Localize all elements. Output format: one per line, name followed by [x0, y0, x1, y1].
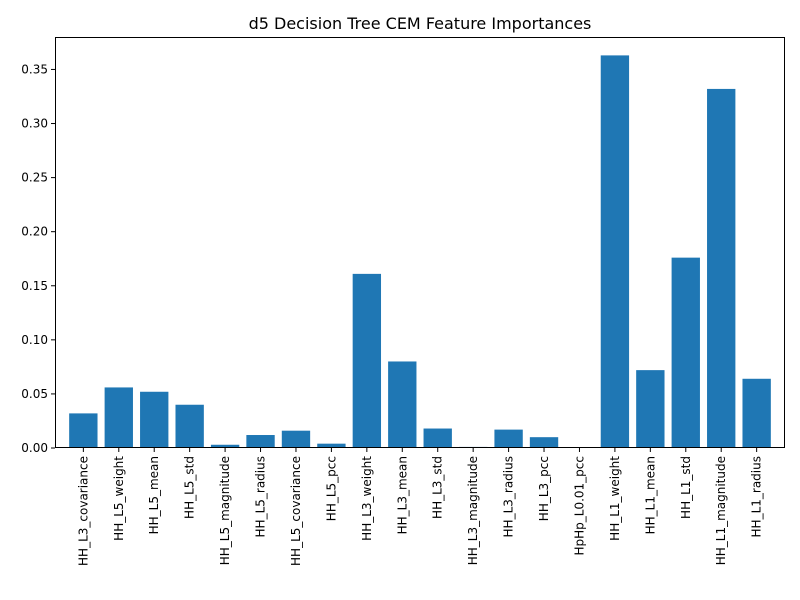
- bar-hh-l3-pcc: [529, 437, 559, 448]
- bar-hh-l1-radius: [742, 378, 771, 448]
- bar-hh-l1-mean: [636, 370, 665, 448]
- y-tick-label: 0.05: [21, 387, 48, 401]
- x-tick-label: HH_L5_radius: [254, 456, 268, 537]
- bar-hh-l1-magnitude: [707, 88, 736, 449]
- x-tick-label: HpHp_L0.01_pcc: [572, 456, 586, 556]
- chart-title: d5 Decision Tree CEM Feature Importances: [249, 14, 592, 33]
- x-tick-label: HH_L1_std: [679, 456, 693, 519]
- bar-hh-l5-radius: [246, 435, 275, 448]
- x-tick-label: HH_L5_std: [183, 456, 197, 519]
- x-tick-label: HH_L1_mean: [643, 456, 657, 534]
- bar-hh-l5-magnitude: [210, 444, 240, 448]
- x-axis: HH_L3_covariance HH_L5_weight HH_L5_mean HH…: [76, 448, 764, 566]
- y-axis: 0.00 0.05 0.10 0.15 0.20 0.25 0.30 0.35: [21, 62, 55, 455]
- bar-hh-l3-std: [423, 428, 452, 448]
- bar-hh-l3-covariance: [69, 413, 98, 448]
- bar-hh-l5-covariance: [281, 430, 311, 448]
- x-tick-label: HH_L5_pcc: [324, 456, 338, 521]
- y-tick-label: 0.20: [21, 225, 48, 239]
- x-tick-label: HH_L5_covariance: [289, 456, 303, 566]
- x-tick-label: HH_L3_pcc: [537, 456, 551, 521]
- bar-hh-l1-weight: [600, 55, 630, 448]
- bar-hh-l5-std: [175, 404, 204, 448]
- bar-hh-l1-std: [671, 257, 700, 448]
- x-tick-label: HH_L3_std: [431, 456, 445, 519]
- bar-hh-l5-pcc: [317, 443, 346, 448]
- x-tick-label: HH_L3_mean: [395, 456, 409, 534]
- bars-group: [69, 55, 771, 449]
- x-tick-label: HH_L3_magnitude: [466, 456, 480, 565]
- y-tick-label: 0.30: [21, 117, 48, 131]
- x-tick-label: HH_L3_covariance: [76, 456, 90, 566]
- plot-frame: [55, 37, 785, 448]
- y-tick-label: 0.00: [21, 441, 48, 455]
- bar-hh-l3-radius: [494, 429, 523, 448]
- y-tick-label: 0.35: [21, 62, 48, 76]
- y-tick-label: 0.25: [21, 171, 48, 185]
- x-tick-label: HH_L1_magnitude: [714, 456, 728, 565]
- x-tick-label: HH_L3_radius: [502, 456, 516, 537]
- bar-hh-l3-weight: [352, 273, 382, 448]
- x-tick-label: HH_L1_weight: [608, 456, 622, 541]
- x-tick-label: HH_L5_magnitude: [218, 456, 232, 565]
- bar-hh-l5-weight: [104, 387, 133, 448]
- x-tick-label: HH_L3_weight: [360, 456, 374, 541]
- x-tick-label: HH_L5_weight: [112, 456, 126, 541]
- bar-hh-l5-mean: [140, 391, 169, 448]
- bar-hh-l3-mean: [388, 361, 417, 448]
- y-tick-label: 0.10: [21, 333, 48, 347]
- x-tick-label: HH_L5_mean: [147, 456, 161, 534]
- x-tick-label: HH_L1_radius: [750, 456, 764, 537]
- y-tick-label: 0.15: [21, 279, 48, 293]
